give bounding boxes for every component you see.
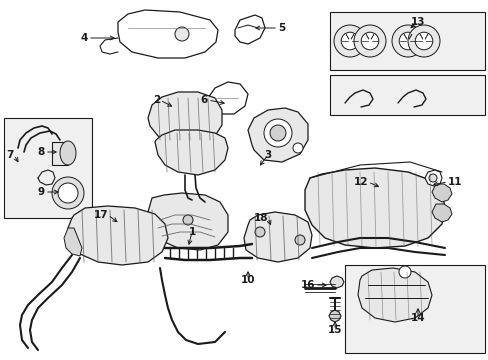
Bar [329,12,484,70]
Circle shape [264,119,291,147]
Circle shape [398,32,416,50]
Text: 9: 9 [38,187,45,197]
Polygon shape [431,204,451,222]
Text: 4: 4 [81,33,88,43]
Circle shape [254,227,264,237]
Bar [4,118,92,218]
Circle shape [398,266,410,278]
Text: 11: 11 [447,177,462,187]
Circle shape [333,25,365,57]
Polygon shape [305,168,444,248]
Circle shape [414,32,432,50]
Circle shape [391,25,423,57]
Text: 16: 16 [300,280,314,290]
Circle shape [52,177,84,209]
Polygon shape [424,170,441,186]
Circle shape [353,25,385,57]
Polygon shape [207,82,247,114]
Bar [329,75,484,115]
Text: 15: 15 [327,325,342,335]
Circle shape [269,125,285,141]
Text: 3: 3 [264,150,271,160]
Text: 6: 6 [201,95,207,105]
Polygon shape [244,212,311,262]
Text: 8: 8 [38,147,45,157]
Circle shape [407,25,439,57]
Circle shape [341,32,358,50]
Text: 17: 17 [93,210,108,220]
Polygon shape [235,15,264,44]
Circle shape [361,32,378,50]
Circle shape [183,215,193,225]
Text: 18: 18 [253,213,267,223]
Text: 14: 14 [410,313,425,323]
Polygon shape [333,298,335,318]
Polygon shape [328,310,340,322]
Polygon shape [431,184,451,202]
Polygon shape [357,268,431,322]
Text: 10: 10 [240,275,255,285]
Circle shape [294,235,305,245]
Text: 7: 7 [7,150,14,160]
Circle shape [175,27,189,41]
Polygon shape [64,228,82,256]
Polygon shape [155,130,227,175]
Polygon shape [60,141,76,165]
Text: 13: 13 [410,17,425,27]
Bar [345,265,484,353]
Polygon shape [52,142,68,165]
Text: 12: 12 [353,177,367,187]
Circle shape [428,174,436,182]
Circle shape [292,143,303,153]
Text: 2: 2 [152,95,160,105]
Text: 1: 1 [188,227,195,237]
Text: 5: 5 [278,23,285,33]
Polygon shape [148,92,222,142]
Polygon shape [329,276,343,288]
Polygon shape [148,193,227,250]
Polygon shape [68,206,168,265]
Polygon shape [247,108,307,162]
Circle shape [58,183,78,203]
Polygon shape [118,10,218,58]
